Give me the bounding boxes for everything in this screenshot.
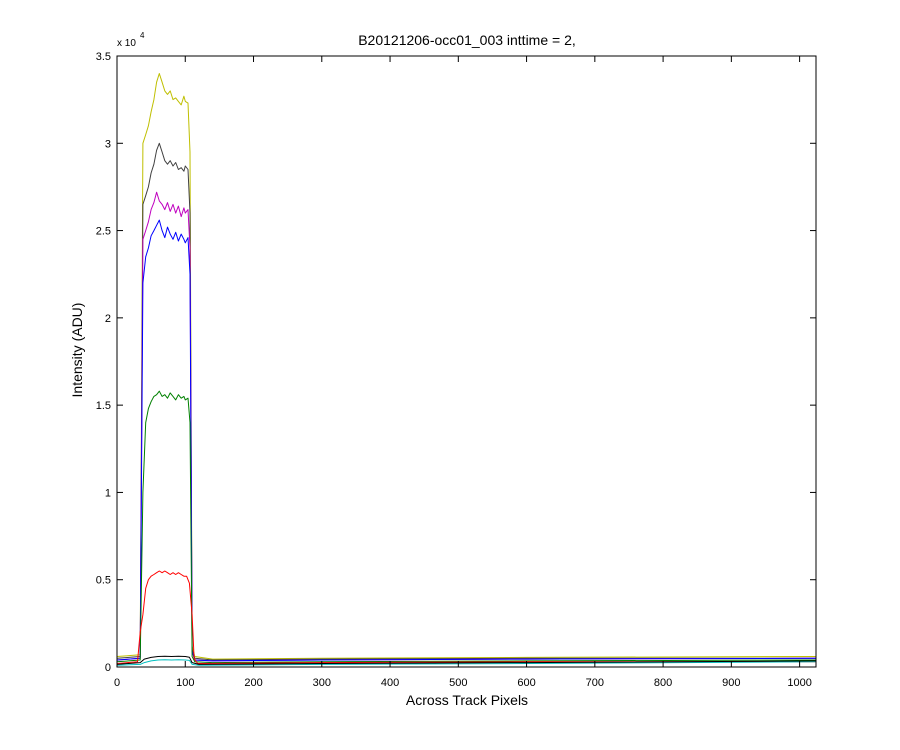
x-tick-label: 500 <box>449 677 467 689</box>
plot-frame <box>116 55 817 668</box>
x-tick-label: 0 <box>114 677 120 689</box>
series-line-8 <box>116 655 817 665</box>
plot-area <box>117 56 816 667</box>
x-tick-label: 800 <box>654 677 672 689</box>
x-tick-label: 100 <box>176 677 194 689</box>
y-tick-label: 0.5 <box>96 575 111 587</box>
series-line-7 <box>116 659 817 666</box>
series-line-6 <box>116 570 816 664</box>
x-tick-label: 900 <box>722 677 740 689</box>
x-tick-label: 700 <box>586 677 604 689</box>
x-tick-label: 1000 <box>787 677 811 689</box>
series-line-5 <box>116 390 817 664</box>
series-layer <box>116 73 817 666</box>
x-tick-label: 200 <box>244 677 262 689</box>
y-tick-label: 3.5 <box>96 51 111 63</box>
x-axis-label: Across Track Pixels <box>406 692 528 708</box>
x-tick-label: 300 <box>313 677 331 689</box>
y-tick-label: 1.5 <box>96 400 111 412</box>
y-axis-label: Intensity (ADU) <box>69 303 85 398</box>
x-tick-label: 400 <box>381 677 399 689</box>
y-axis-exponent-power: 4 <box>140 31 145 40</box>
chart-title: B20121206-occ01_003 inttime = 2, <box>358 32 576 48</box>
y-tick-label: 1 <box>105 487 111 499</box>
y-tick-label: 2 <box>105 313 111 325</box>
y-tick-label: 2.5 <box>96 226 111 238</box>
y-tick-label: 3 <box>105 138 111 150</box>
x-tick-label: 600 <box>517 677 535 689</box>
y-axis-exponent-label: x 10 <box>117 38 136 49</box>
y-tick-label: 0 <box>105 662 111 674</box>
